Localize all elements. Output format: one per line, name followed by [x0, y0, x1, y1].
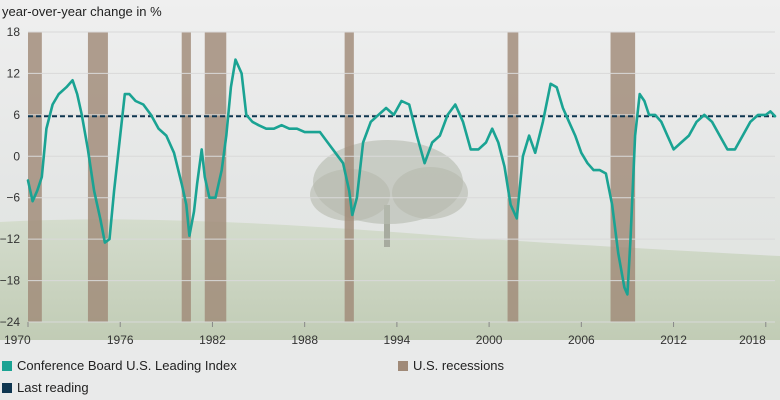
y-tick-label: −6	[6, 191, 20, 205]
recession-bands	[28, 32, 636, 322]
series-layer	[26, 58, 777, 296]
recession-band-2	[87, 32, 108, 322]
y-tick-labels: 18 12 6 0 −6 −12 −18 −24	[0, 25, 20, 329]
legend-swatch-recessions	[398, 360, 408, 371]
recession-band-1	[28, 32, 42, 322]
legend-label-leading-index: Conference Board U.S. Leading Index	[17, 358, 237, 373]
x-tick-label: 1988	[291, 333, 318, 347]
x-tick-label: 1982	[199, 333, 226, 347]
x-tick-label: 1994	[384, 333, 411, 347]
x-tick-label: 2000	[476, 333, 503, 347]
x-tick-label: 1976	[107, 333, 134, 347]
y-tick-label: −12	[0, 232, 20, 246]
background-scene	[0, 0, 780, 340]
series-line-leading-index	[26, 58, 777, 296]
legend-item-leading-index: Conference Board U.S. Leading Index	[2, 358, 237, 373]
legend-swatch-last-reading	[2, 382, 12, 393]
legend-item-last-reading: Last reading	[2, 380, 89, 395]
y-tick-label: −24	[0, 315, 20, 329]
recession-band-4	[204, 32, 227, 322]
recession-band-5	[344, 32, 354, 322]
y-axis-label: year-over-year change in %	[2, 4, 162, 19]
recession-band-3	[181, 32, 191, 322]
legend-label-last-reading: Last reading	[17, 380, 89, 395]
x-tick-label: 1970	[4, 333, 31, 347]
y-tick-label: 0	[13, 149, 20, 163]
legend-item-recessions: U.S. recessions	[398, 358, 504, 373]
x-tick-label: 2012	[660, 333, 687, 347]
x-tick-label: 2006	[568, 333, 595, 347]
legend-label-recessions: U.S. recessions	[413, 358, 505, 373]
y-tick-label: 6	[13, 108, 20, 122]
legend-swatch-leading-index	[2, 360, 12, 371]
recession-band-6	[507, 32, 519, 322]
y-tick-label: 12	[7, 66, 21, 80]
y-tick-label: −18	[0, 274, 20, 288]
y-tick-label: 18	[7, 25, 21, 39]
x-tick-labels: 1970 1976 1982 1988 1994 2000 2006 2012 2018	[4, 322, 767, 347]
x-tick-label: 2018	[739, 333, 766, 347]
